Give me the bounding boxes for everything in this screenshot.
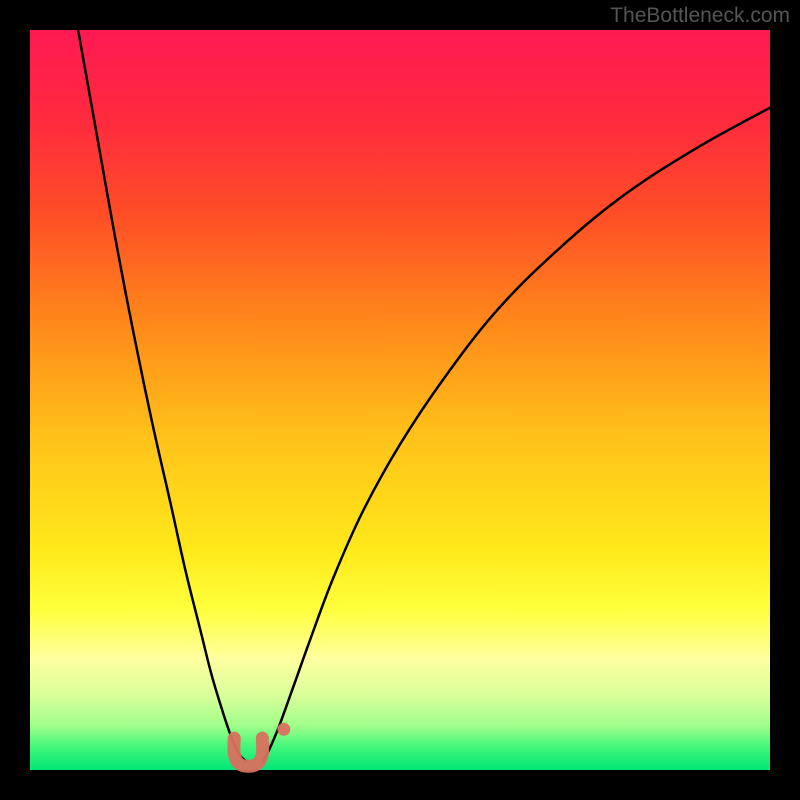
plot-background [30, 30, 770, 770]
marker-dot [277, 723, 290, 736]
bottleneck-chart [0, 0, 800, 800]
watermark-text: TheBottleneck.com [610, 4, 790, 28]
chart-container: { "watermark": { "text": "TheBottleneck.… [0, 0, 800, 800]
